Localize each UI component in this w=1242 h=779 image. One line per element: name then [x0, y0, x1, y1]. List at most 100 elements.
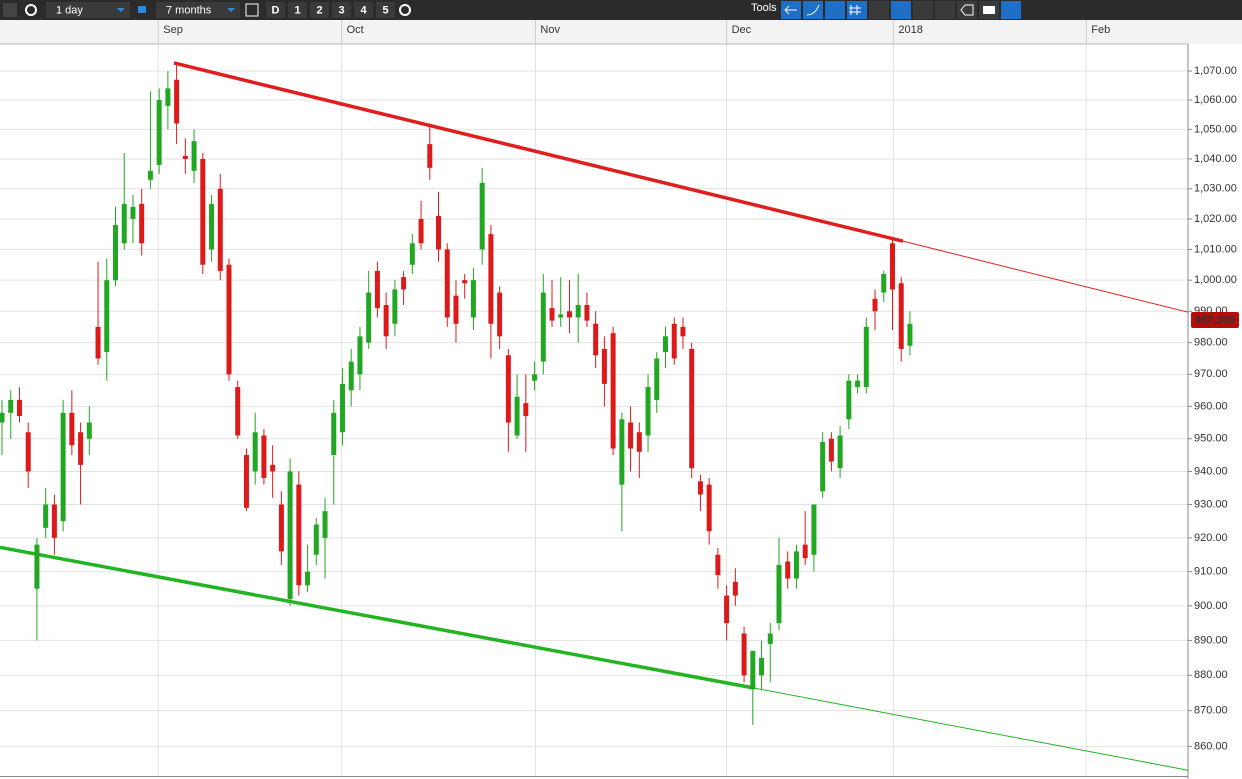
tool-button[interactable]	[913, 1, 933, 19]
candle-body	[60, 412, 66, 522]
candle-body	[305, 571, 311, 586]
period-button[interactable]	[266, 2, 285, 18]
range-select[interactable]	[156, 2, 240, 18]
candle-body	[409, 243, 415, 265]
tool-icon	[983, 6, 995, 14]
candle-body	[139, 203, 145, 244]
candle-body	[628, 422, 634, 449]
candle-body	[165, 88, 171, 106]
y-tick-label: 860.00	[1194, 740, 1228, 752]
period-button-label: 3	[338, 4, 344, 16]
period-button[interactable]	[354, 2, 373, 18]
y-tick-label: 960.00	[1194, 400, 1228, 412]
tool-button[interactable]	[1001, 1, 1021, 19]
candle-body	[750, 650, 756, 690]
candle-body	[43, 504, 49, 528]
candle-body	[130, 206, 136, 219]
y-tick-label: 1,040.00	[1194, 153, 1237, 165]
candle-body	[619, 419, 625, 485]
toolbar: 1 day 7 months D 1 2 3 4 5 Tools	[0, 0, 1242, 20]
candle-body	[610, 333, 616, 449]
candle-body	[147, 170, 153, 180]
y-tick-label: 1,030.00	[1194, 183, 1237, 195]
x-tick-label: Sep	[163, 24, 183, 36]
candle-body	[287, 471, 293, 599]
axis-labels: 860.00 870.00 880.00 890.00 900.00 910.00 920.…	[157, 20, 1239, 752]
settings-icon[interactable]	[399, 4, 411, 16]
candle-body	[427, 144, 433, 168]
calendar-icon[interactable]	[245, 3, 259, 17]
lock-icon[interactable]	[138, 6, 146, 13]
period-button[interactable]	[332, 2, 351, 18]
settings-icon[interactable]	[25, 4, 37, 16]
y-tick-label: 1,000.00	[1194, 274, 1237, 286]
candle-body	[261, 435, 267, 479]
period-button[interactable]	[288, 2, 307, 18]
x-tick-label: 2018	[898, 24, 922, 36]
candle-body	[636, 432, 642, 452]
candle-body	[392, 289, 398, 324]
trendline	[173, 61, 904, 243]
tool-icon	[960, 4, 974, 16]
candle-body	[296, 484, 302, 586]
tool-icon	[849, 5, 861, 15]
candle-body	[715, 554, 721, 576]
candle-body	[759, 657, 765, 676]
candle-body	[724, 595, 730, 624]
y-tick-label: 870.00	[1194, 705, 1228, 717]
candle-body	[86, 422, 92, 439]
candle-body	[401, 277, 407, 290]
candle-body	[785, 561, 791, 579]
candle-body	[16, 399, 22, 417]
tool-button[interactable]	[891, 1, 911, 19]
candle-body	[654, 358, 660, 400]
dropdown-arrow	[227, 8, 235, 12]
candle-body	[156, 100, 162, 165]
candle-body	[802, 544, 808, 559]
tool-button[interactable]	[957, 1, 977, 19]
candle-body	[348, 361, 354, 391]
candle-body	[235, 387, 241, 436]
candle-body	[497, 292, 503, 337]
y-tick-label: 970.00	[1194, 368, 1228, 380]
last-price-label: 987.200	[1195, 314, 1235, 326]
candle-body	[313, 524, 319, 555]
candle-body	[418, 218, 424, 244]
y-tick-label: 920.00	[1194, 532, 1228, 544]
candle-body	[374, 270, 380, 309]
candle-body	[34, 544, 40, 589]
candle-body	[776, 564, 782, 624]
candle-body	[706, 484, 712, 532]
tool-button[interactable]	[825, 1, 845, 19]
candle-body	[78, 432, 84, 465]
x-tick-label: Feb	[1091, 24, 1110, 36]
candle-body	[383, 305, 389, 337]
tool-button[interactable]	[803, 1, 823, 19]
candle-body	[357, 336, 363, 375]
period-button[interactable]	[376, 2, 395, 18]
candle-body	[732, 581, 738, 596]
menu-button[interactable]	[3, 3, 17, 17]
candle-body	[601, 348, 607, 384]
candle-body	[25, 432, 31, 472]
period-button-label: 5	[382, 4, 388, 16]
candle-body	[217, 188, 223, 271]
last-price-tag	[1191, 311, 1239, 328]
candle-body	[689, 348, 695, 469]
y-tick-label: 880.00	[1194, 669, 1228, 681]
candle-body	[453, 295, 459, 324]
period-button[interactable]	[310, 2, 329, 18]
candle-body	[820, 441, 826, 492]
candle-body	[558, 314, 564, 318]
y-tick-label: 910.00	[1194, 566, 1228, 578]
candle-body	[243, 455, 249, 508]
candle-body	[270, 464, 276, 472]
tool-button[interactable]	[869, 1, 889, 19]
candle-body	[182, 155, 188, 159]
trendline	[0, 545, 753, 690]
candle-body	[663, 336, 668, 353]
tool-button[interactable]	[935, 1, 955, 19]
interval-select[interactable]	[46, 2, 130, 18]
